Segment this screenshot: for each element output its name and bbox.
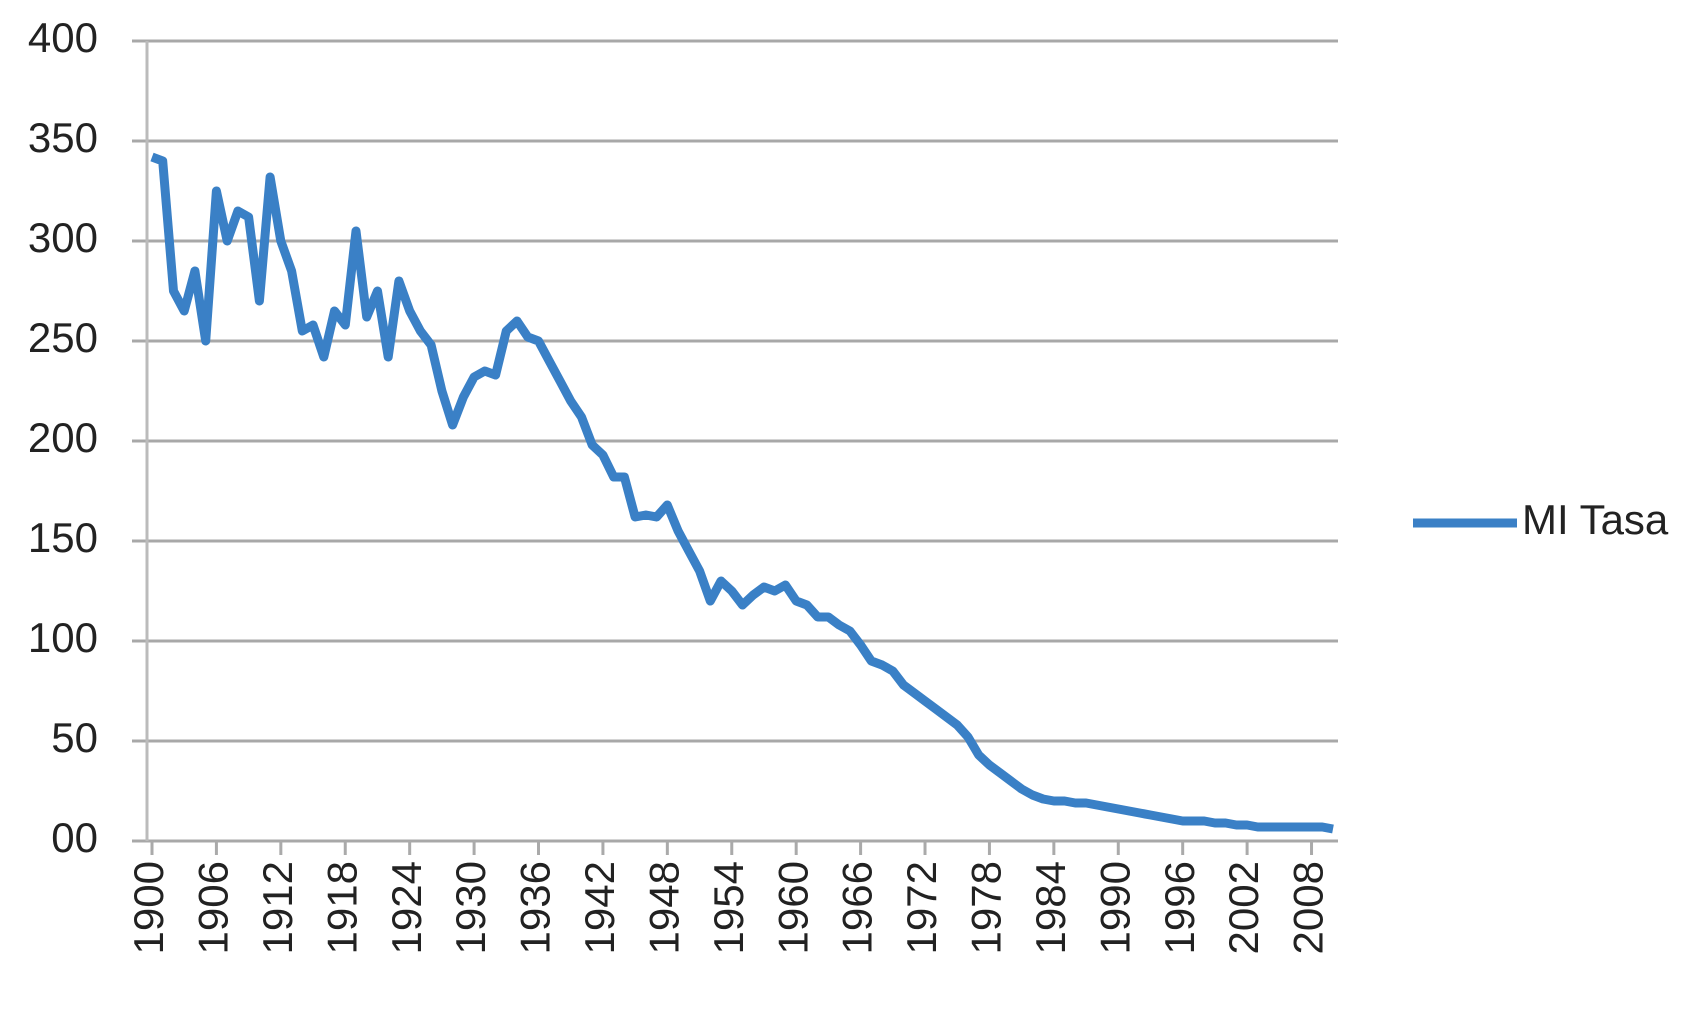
- x-tick-label: 2008: [1285, 861, 1332, 954]
- x-tick-label: 1900: [125, 861, 172, 954]
- y-tick-label: 50: [51, 714, 98, 761]
- y-tick-label: 400: [28, 14, 98, 61]
- x-tick-label: 1966: [834, 861, 881, 954]
- x-tick-label: 1948: [640, 861, 687, 954]
- x-tick-label: 1906: [190, 861, 237, 954]
- x-tick-label: 1960: [769, 861, 816, 954]
- y-tick-label: 350: [28, 114, 98, 161]
- x-tick-label: 1924: [383, 861, 430, 954]
- data-line: [150, 152, 1334, 834]
- x-tick-label: 1972: [898, 861, 945, 954]
- x-tick-label: 1984: [1027, 861, 1074, 954]
- x-tick-label: 1918: [318, 861, 365, 954]
- x-tick-label: 1942: [576, 861, 623, 954]
- x-tick-label: 1936: [512, 861, 559, 954]
- y-tick-label: 100: [28, 614, 98, 661]
- x-tick-label: 1978: [963, 861, 1010, 954]
- x-tick-label: 1954: [705, 861, 752, 954]
- y-tick-label: 00: [51, 814, 98, 861]
- x-tick-label: 1930: [447, 861, 494, 954]
- x-tick-label: 2002: [1220, 861, 1267, 954]
- x-tick-label: 1996: [1156, 861, 1203, 954]
- x-tick-label: 1990: [1091, 861, 1138, 954]
- x-tick-label: 1912: [254, 861, 301, 954]
- y-tick-label: 150: [28, 514, 98, 561]
- legend-label: MI Tasa: [1522, 496, 1669, 543]
- y-tick-label: 250: [28, 314, 98, 361]
- y-tick-label: 200: [28, 414, 98, 461]
- y-tick-label: 300: [28, 214, 98, 261]
